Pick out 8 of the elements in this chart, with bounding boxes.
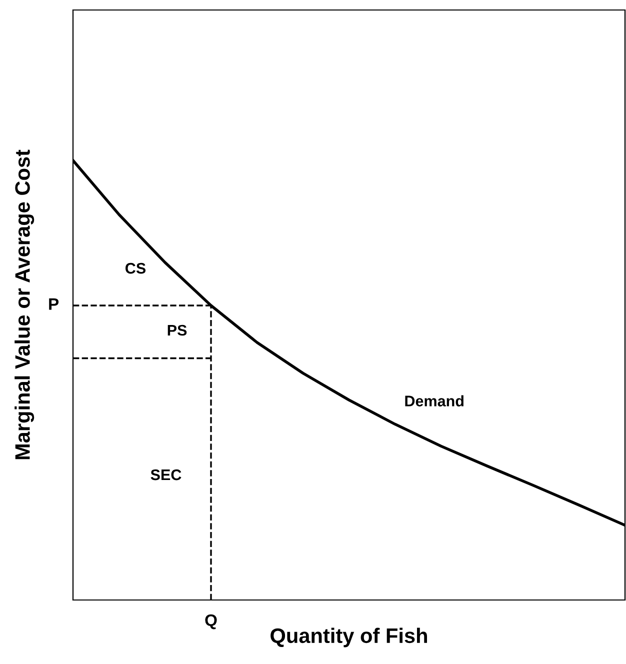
annotation: PS xyxy=(168,324,187,336)
y-axis-title: Marginal Value or Average Cost xyxy=(14,150,34,460)
annotation: SEC xyxy=(150,469,182,480)
x-axis-title: Quantity of Fish xyxy=(270,628,427,648)
annotation: Demand xyxy=(405,395,464,406)
ref-line-label: P xyxy=(49,298,59,310)
text: Q xyxy=(205,614,217,630)
annotation: CS xyxy=(126,262,146,274)
